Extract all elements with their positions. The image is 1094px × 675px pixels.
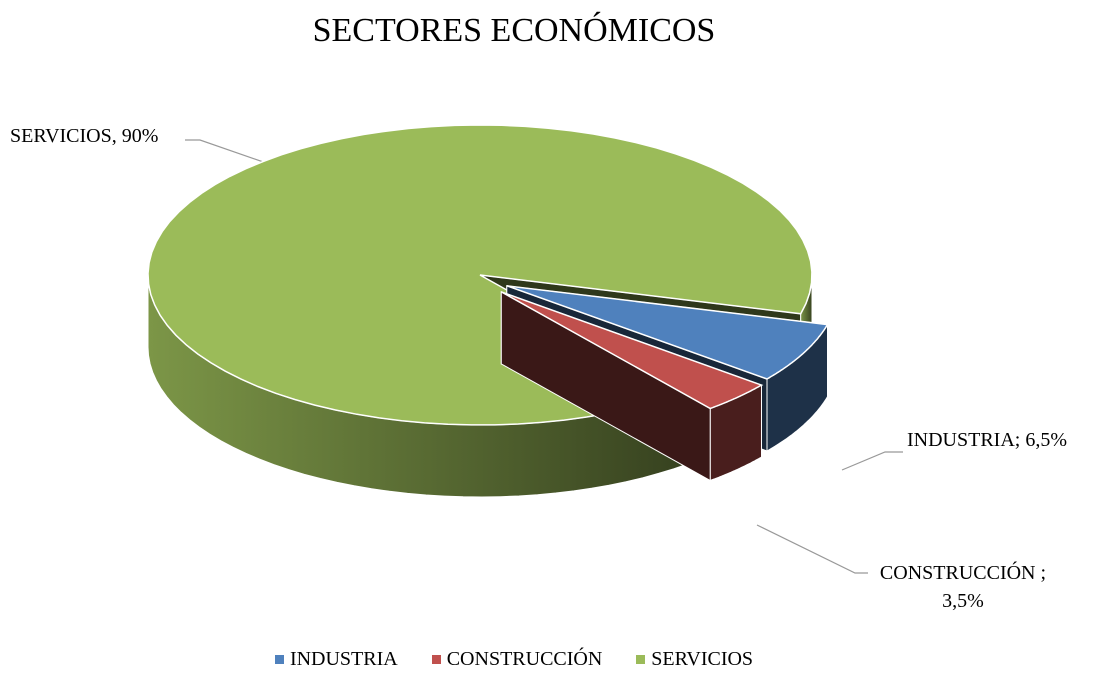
pie-slice (500, 291, 764, 482)
leader-line (756, 524, 868, 574)
legend-item: SERVICIOS (636, 648, 753, 671)
legend-swatch (431, 655, 441, 664)
legend-label: SERVICIOS (651, 648, 754, 670)
slice-top (147, 124, 813, 426)
legend-swatch (636, 655, 646, 664)
data-label: INDUSTRIA; 6,5% (907, 429, 1067, 451)
legend-label: CONSTRUCCIÓN (446, 648, 603, 670)
chart-title: SECTORES ECONÓMICOS (312, 12, 716, 49)
slice-top (500, 291, 764, 410)
legend-label: INDUSTRIA (289, 648, 398, 670)
legend-item: INDUSTRIA (274, 648, 398, 671)
legend-swatch (274, 655, 284, 664)
legend-item: CONSTRUCCIÓN (431, 648, 603, 671)
slice-top (506, 285, 829, 380)
data-label: CONSTRUCCIÓN ; 3,5% (879, 562, 1047, 612)
leader-line (841, 451, 903, 471)
data-label: SERVICIOS, 90% (10, 125, 159, 147)
legend: INDUSTRIA CONSTRUCCIÓN SERVICIOS (0, 648, 1028, 671)
leader-line (185, 139, 273, 166)
